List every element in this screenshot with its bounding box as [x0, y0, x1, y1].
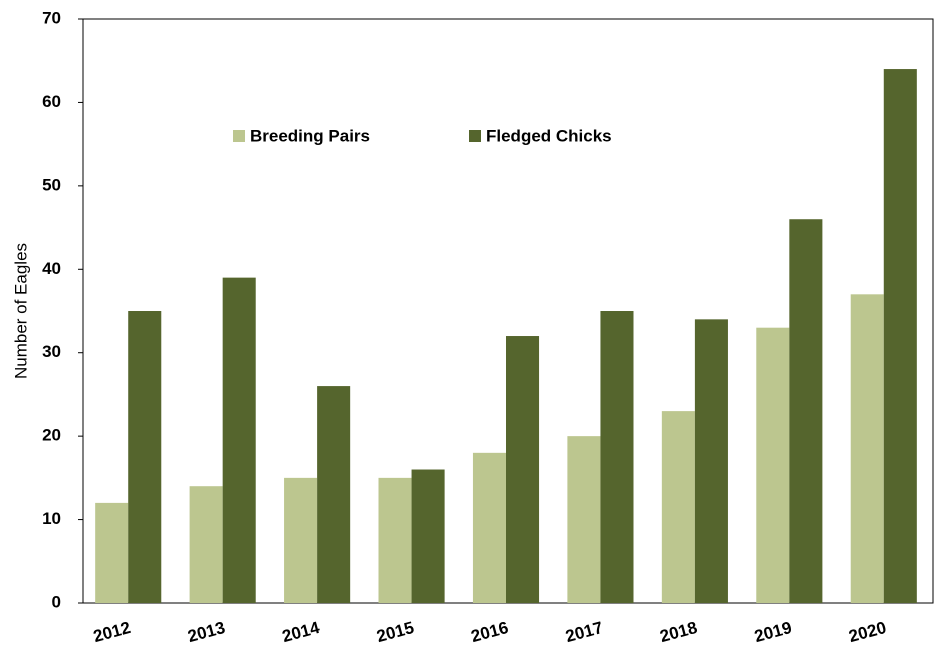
bar	[317, 386, 351, 603]
bar	[883, 69, 917, 604]
legend-label: Breeding Pairs	[250, 126, 370, 145]
x-tick-label: 2019	[752, 618, 793, 646]
x-tick-label: 2012	[91, 618, 132, 646]
bar	[189, 486, 223, 603]
bar	[850, 294, 884, 603]
x-tick-label: 2020	[847, 618, 888, 646]
x-tick-label: 2018	[658, 618, 699, 646]
bar	[128, 311, 162, 603]
y-tick-label: 20	[42, 426, 61, 445]
y-tick-label: 60	[42, 92, 61, 111]
legend-label: Fledged Chicks	[486, 126, 612, 145]
legend-swatch	[233, 130, 245, 142]
bar	[222, 277, 256, 603]
legend-swatch	[469, 130, 481, 142]
bar	[506, 336, 540, 603]
bar	[378, 477, 412, 603]
bar	[661, 411, 695, 603]
bar	[284, 477, 318, 603]
y-tick-label: 70	[42, 8, 61, 27]
x-tick-label: 2017	[563, 618, 604, 646]
y-tick-label: 0	[52, 592, 61, 611]
y-axis-label: Number of Eagles	[11, 243, 30, 379]
y-tick-label: 50	[42, 175, 61, 194]
bar	[95, 502, 129, 603]
y-tick-label: 10	[42, 509, 61, 528]
bar	[411, 469, 445, 603]
bar	[756, 327, 790, 603]
x-tick-label: 2014	[280, 618, 322, 646]
bar	[472, 452, 506, 603]
x-tick-label: 2013	[186, 618, 227, 646]
y-tick-label: 30	[42, 342, 61, 361]
y-tick-label: 40	[42, 259, 61, 278]
bar	[567, 436, 601, 603]
bar	[789, 219, 823, 603]
bar	[694, 319, 728, 603]
x-tick-label: 2015	[375, 618, 416, 646]
bar	[600, 311, 634, 603]
x-tick-label: 2016	[469, 618, 510, 646]
